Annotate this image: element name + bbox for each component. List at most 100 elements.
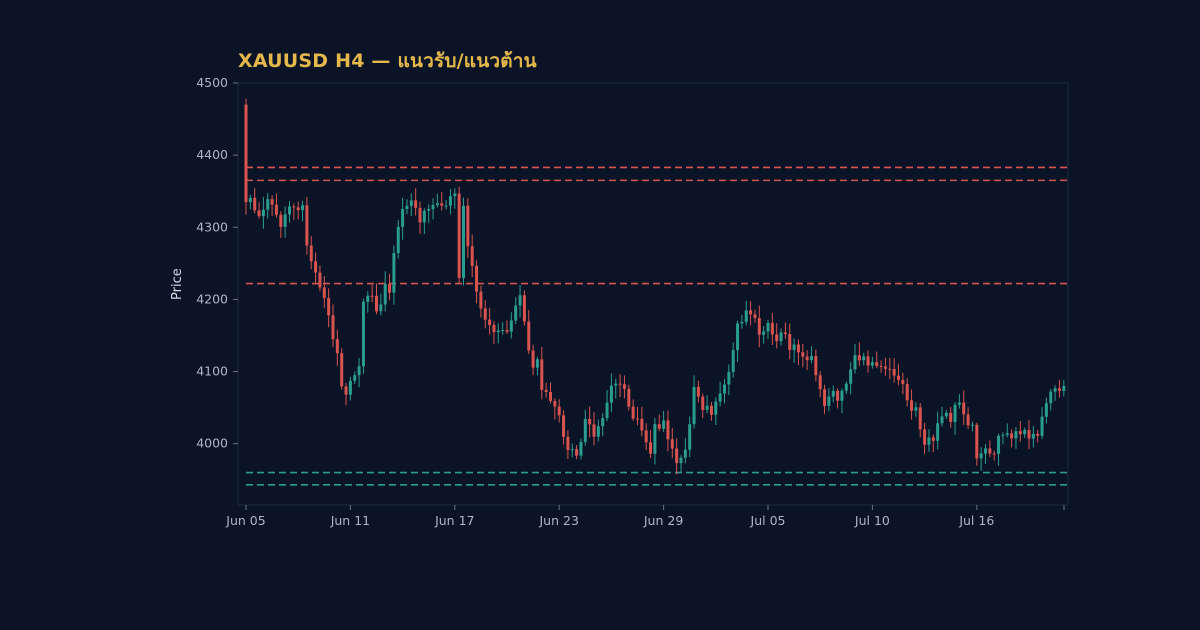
candle-body <box>353 375 357 381</box>
candle-body <box>653 424 657 454</box>
candle-body <box>1044 403 1048 417</box>
candle-body <box>405 205 409 209</box>
candle-body <box>783 332 787 335</box>
candle-body <box>749 310 753 315</box>
candle-body <box>988 448 992 454</box>
candle-body <box>936 423 940 441</box>
candle-body <box>583 418 587 442</box>
candle-body <box>288 206 291 215</box>
candle-body <box>649 442 653 454</box>
candle-body <box>553 401 557 407</box>
candle-body <box>1062 385 1066 391</box>
candle-body <box>279 214 283 227</box>
candle-body <box>875 362 879 366</box>
candle-body <box>305 205 309 246</box>
candle-body <box>796 344 800 353</box>
x-tick-label: Jul 16 <box>958 513 994 528</box>
candle-body <box>348 380 352 395</box>
candle-body <box>509 320 513 332</box>
candle-body <box>844 383 848 391</box>
candle-body <box>270 199 274 205</box>
candle-body <box>366 295 370 302</box>
candle-body <box>396 226 400 254</box>
candle-body <box>731 350 735 372</box>
candle-body <box>1040 416 1044 436</box>
x-tick-label: Jun 29 <box>643 513 683 528</box>
candle-body <box>335 339 339 354</box>
candle-body <box>370 295 374 297</box>
candle-body <box>609 385 613 403</box>
candle-body <box>870 362 874 366</box>
candle-body <box>675 448 679 464</box>
candle-body <box>696 386 700 397</box>
candle-body <box>614 383 618 386</box>
candle-body <box>562 415 566 437</box>
candle-body <box>340 353 344 387</box>
candle-body <box>927 437 931 445</box>
x-tick-label: Jul 10 <box>854 513 890 528</box>
candle-body <box>810 356 813 361</box>
candle-body <box>1053 388 1057 392</box>
x-tick-label: Jun 23 <box>538 513 578 528</box>
candle-body <box>718 393 722 402</box>
candle-body <box>331 315 335 340</box>
candle-body <box>914 407 918 411</box>
candle-body <box>775 334 779 342</box>
candle-body <box>662 420 666 429</box>
x-tick-label: Jun 17 <box>434 513 474 528</box>
candle-body <box>622 384 626 389</box>
candle-body <box>984 448 987 454</box>
candle-body <box>849 369 853 384</box>
candle-body <box>1031 433 1035 439</box>
candle-body <box>344 386 348 395</box>
candle-body <box>1027 430 1031 439</box>
plot-frame <box>237 82 1069 506</box>
candle-body <box>522 295 526 322</box>
y-tick-label: 4100 <box>196 364 228 379</box>
candle-body <box>322 287 326 298</box>
candle-body <box>470 246 474 266</box>
candle-body <box>923 429 927 445</box>
candle-body <box>740 321 744 324</box>
candle-body <box>257 210 261 217</box>
candle-body <box>570 449 574 451</box>
candle-body <box>483 308 487 320</box>
candle-body <box>744 310 748 322</box>
candle-body <box>709 405 713 415</box>
candle-body <box>970 424 974 426</box>
candle-body <box>631 406 635 419</box>
candle-body <box>879 365 883 367</box>
candle-body <box>357 366 361 376</box>
candle-body <box>888 368 892 370</box>
candle-body <box>462 205 465 278</box>
candle-body <box>997 435 1001 454</box>
candle-body <box>375 295 378 312</box>
candle-body <box>640 418 644 431</box>
candle-body <box>931 437 935 441</box>
candle-body <box>857 355 861 361</box>
candle-body <box>392 253 396 293</box>
candle-body <box>944 412 948 417</box>
y-tick-label: 4200 <box>196 291 228 306</box>
candle-body <box>644 430 648 443</box>
candle-body <box>409 200 413 206</box>
candle-body <box>501 330 505 332</box>
candle-body <box>492 324 496 333</box>
candle-body <box>518 295 522 306</box>
candle-body <box>831 390 835 397</box>
candle-body <box>766 322 770 332</box>
candle-body <box>636 418 639 420</box>
candle-body <box>435 203 439 206</box>
candle-body <box>683 449 687 458</box>
candle-body <box>688 424 692 450</box>
candle-body <box>979 453 983 459</box>
candle-body <box>401 208 405 227</box>
candle-body <box>801 352 805 357</box>
candle-body <box>248 197 252 203</box>
candle-body <box>575 449 579 456</box>
candle-body <box>627 388 631 407</box>
candle-body <box>883 366 887 369</box>
x-tick-label: Jul 05 <box>750 513 786 528</box>
